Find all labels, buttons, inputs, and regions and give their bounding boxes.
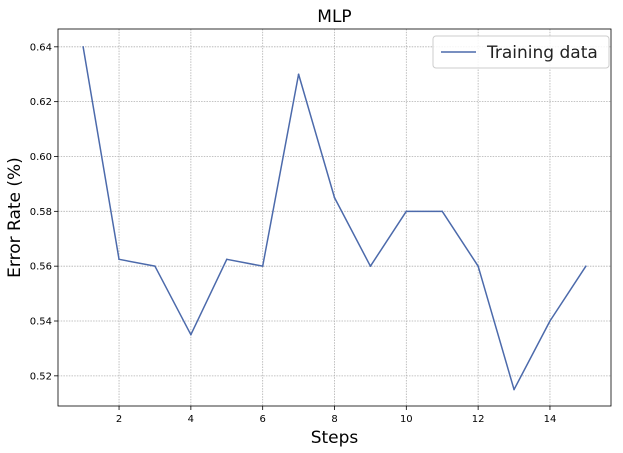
- y-tick-label: 0.62: [30, 97, 52, 108]
- y-tick-label: 0.54: [30, 317, 52, 328]
- data-point: [82, 46, 84, 48]
- x-axis-ticks: 2 4 6 8 10 12 14: [116, 406, 556, 425]
- series-layer: [82, 46, 587, 391]
- y-tick-label: 0.60: [30, 152, 52, 163]
- x-tick-label: 2: [116, 414, 122, 425]
- y-tick-label: 0.56: [30, 262, 52, 273]
- data-point: [585, 265, 587, 267]
- legend: Training data: [432, 35, 610, 69]
- y-axis-ticks: 0.52 0.54 0.56 0.58 0.60 0.62 0.64: [30, 42, 58, 382]
- x-tick-label: 10: [400, 414, 413, 425]
- x-tick-label: 14: [544, 414, 557, 425]
- x-tick-label: 8: [331, 414, 337, 425]
- data-point: [190, 333, 192, 336]
- data-point: [369, 265, 372, 267]
- legend-box: [432, 35, 610, 69]
- data-point: [154, 265, 156, 267]
- data-point: [333, 196, 336, 199]
- data-point: [118, 258, 120, 261]
- data-point: [477, 265, 479, 267]
- data-point: [549, 320, 551, 322]
- x-tick-label: 12: [472, 414, 485, 425]
- plot-frame: [57, 28, 612, 407]
- y-tick-label: 0.64: [30, 42, 52, 53]
- y-axis-title: Error Rate (%): [5, 157, 25, 278]
- x-axis-title: Steps: [311, 428, 359, 448]
- grid: [58, 29, 611, 406]
- data-point: [225, 258, 228, 261]
- x-tick-label: 6: [259, 414, 265, 425]
- chart-title: MLP: [317, 7, 351, 27]
- data-point: [405, 210, 408, 213]
- data-point: [441, 210, 444, 213]
- legend-label: Training data: [486, 43, 598, 63]
- data-point: [261, 265, 264, 267]
- y-tick-label: 0.58: [30, 207, 52, 218]
- y-tick-label: 0.52: [30, 371, 52, 382]
- data-point: [297, 73, 300, 76]
- data-point: [513, 388, 515, 391]
- x-tick-label: 4: [188, 414, 194, 425]
